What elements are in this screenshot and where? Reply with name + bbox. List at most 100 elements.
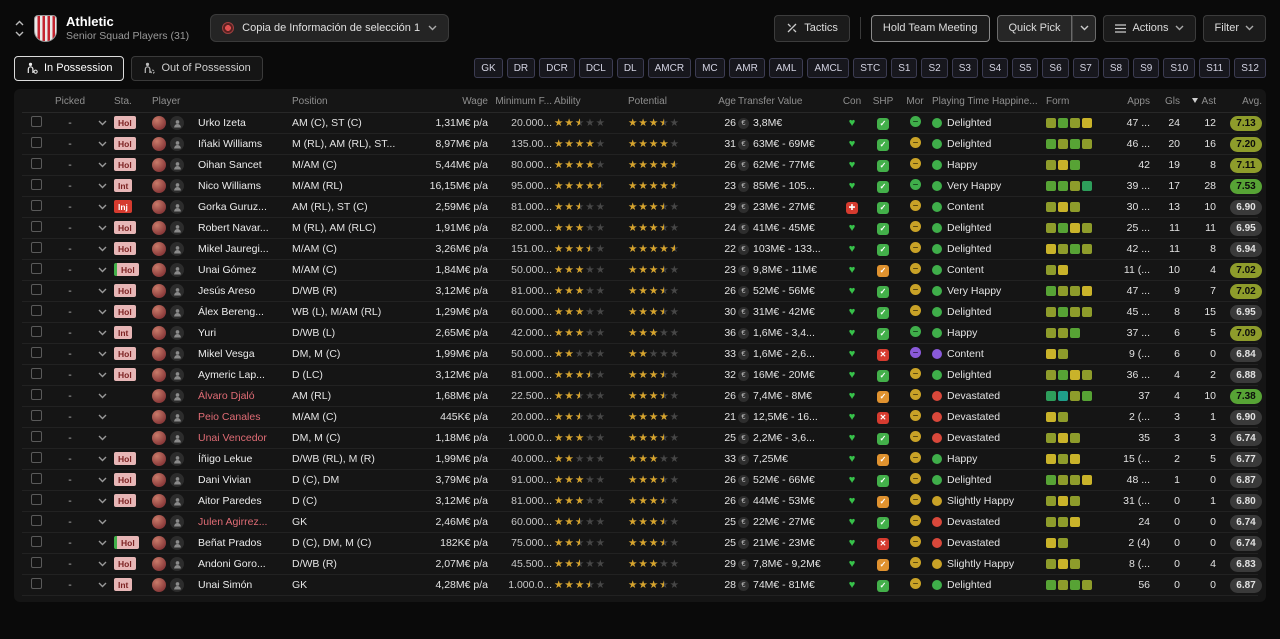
quick-pick-dropdown[interactable] xyxy=(1072,14,1097,42)
row-checkbox[interactable] xyxy=(31,577,42,589)
position-filter-s8[interactable]: S8 xyxy=(1102,58,1130,78)
player-name-link[interactable]: Beñat Prados xyxy=(198,536,262,549)
position-filter-s7[interactable]: S7 xyxy=(1072,58,1099,78)
position-filter-amcr[interactable]: AMCR xyxy=(647,58,692,78)
quick-pick-button[interactable]: Quick Pick xyxy=(996,14,1073,42)
table-row[interactable]: - Hol Aymeric Lap... D (LC) 3,12M€ p/a 81.000… xyxy=(22,365,1262,386)
position-filter-s3[interactable]: S3 xyxy=(951,58,978,78)
row-checkbox[interactable] xyxy=(31,325,42,337)
position-filter-s1[interactable]: S1 xyxy=(891,58,918,78)
player-name-link[interactable]: Robert Navar... xyxy=(198,221,269,234)
position-filter-dcr[interactable]: DCR xyxy=(539,58,575,78)
row-expand-chevron[interactable] xyxy=(92,554,112,575)
row-expand-chevron[interactable] xyxy=(92,575,112,596)
row-checkbox[interactable] xyxy=(31,241,42,253)
table-row[interactable]: - Int Nico Williams M/AM (RL) 16,15M€ p/a 95.… xyxy=(22,176,1262,197)
player-name-link[interactable]: Iñaki Williams xyxy=(198,137,263,150)
position-filter-aml[interactable]: AML xyxy=(768,58,804,78)
col-wage[interactable]: Wage xyxy=(462,96,488,107)
player-name-link[interactable]: Julen Agirrez... xyxy=(198,515,268,528)
table-row[interactable]: - Int Yuri D/WB (L) 2,65M€ p/a 42.000... ★★★★★… xyxy=(22,323,1262,344)
player-name-link[interactable]: Mikel Vesga xyxy=(198,347,255,360)
table-row[interactable]: - Álvaro Djaló AM (RL) 1,68M€ p/a 22.500... ★… xyxy=(22,386,1262,407)
position-filter-dr[interactable]: DR xyxy=(506,58,536,78)
col-age[interactable]: Age xyxy=(718,96,736,107)
tactics-button[interactable]: Tactics xyxy=(774,14,850,42)
col-gls[interactable]: Gls xyxy=(1165,96,1180,107)
position-filter-s9[interactable]: S9 xyxy=(1133,58,1160,78)
row-expand-chevron[interactable] xyxy=(92,176,112,197)
table-row[interactable]: - Hol Andoni Goro... D/WB (R) 2,07M€ p/a 45.5… xyxy=(22,554,1262,575)
player-name-link[interactable]: Nico Williams xyxy=(198,179,261,192)
row-checkbox[interactable] xyxy=(31,388,42,400)
col-avg[interactable]: Avg. xyxy=(1242,96,1262,107)
position-filter-s4[interactable]: S4 xyxy=(981,58,1009,78)
player-name-link[interactable]: Urko Izeta xyxy=(198,116,246,129)
row-expand-chevron[interactable] xyxy=(92,428,112,449)
table-row[interactable]: - Hol Unai Gómez M/AM (C) 1,84M€ p/a 50.000..… xyxy=(22,260,1262,281)
player-name-link[interactable]: Álvaro Djaló xyxy=(198,389,255,402)
row-expand-chevron[interactable] xyxy=(92,344,112,365)
col-shp[interactable]: SHP xyxy=(872,96,894,107)
player-name-link[interactable]: Aitor Paredes xyxy=(198,494,262,507)
player-name-link[interactable]: Aymeric Lap... xyxy=(198,368,265,381)
player-name-link[interactable]: Jesús Areso xyxy=(198,284,256,297)
actions-dropdown[interactable]: Actions xyxy=(1103,14,1196,42)
row-checkbox[interactable] xyxy=(31,472,42,484)
table-row[interactable]: - Hol Aitor Paredes D (C) 3,12M€ p/a 81.000..… xyxy=(22,491,1262,512)
position-filter-dl[interactable]: DL xyxy=(616,58,644,78)
table-row[interactable]: - Unai Vencedor DM, M (C) 1,18M€ p/a 1.000.0… xyxy=(22,428,1262,449)
table-row[interactable]: - Peio Canales M/AM (C) 445K€ p/a 20.000... ★… xyxy=(22,407,1262,428)
row-checkbox[interactable] xyxy=(31,136,42,148)
player-name-link[interactable]: Unai Gómez xyxy=(198,263,257,276)
col-form[interactable]: Form xyxy=(1046,96,1070,107)
view-selector-dropdown[interactable]: Copia de Información de selección 1 xyxy=(210,14,450,42)
position-filter-amr[interactable]: AMR xyxy=(728,58,765,78)
col-con[interactable]: Con xyxy=(842,96,862,107)
player-name-link[interactable]: Unai Simón xyxy=(198,578,253,591)
player-name-link[interactable]: Unai Vencedor xyxy=(198,431,267,444)
player-name-link[interactable]: Gorka Guruz... xyxy=(198,200,267,213)
row-expand-chevron[interactable] xyxy=(92,449,112,470)
table-row[interactable]: - Hol Íñigo Lekue D/WB (RL), M (R) 1,99M€ p/… xyxy=(22,449,1262,470)
row-expand-chevron[interactable] xyxy=(92,302,112,323)
row-expand-chevron[interactable] xyxy=(92,281,112,302)
filter-dropdown[interactable]: Filter xyxy=(1202,14,1266,42)
position-filter-s10[interactable]: S10 xyxy=(1163,58,1196,78)
position-filter-mc[interactable]: MC xyxy=(695,58,725,78)
row-expand-chevron[interactable] xyxy=(92,323,112,344)
table-row[interactable]: - Hol Urko Izeta AM (C), ST (C) 1,31M€ p/a 20… xyxy=(22,113,1262,134)
row-expand-chevron[interactable] xyxy=(92,386,112,407)
table-row[interactable]: - Hol Beñat Prados D (C), DM, M (C) 182K€ p/… xyxy=(22,533,1262,554)
player-name-link[interactable]: Oihan Sancet xyxy=(198,158,262,171)
row-checkbox[interactable] xyxy=(31,430,42,442)
player-name-link[interactable]: Álex Bereng... xyxy=(198,305,264,318)
hold-team-meeting-button[interactable]: Hold Team Meeting xyxy=(870,14,990,42)
table-row[interactable]: - Hol Dani Vivian D (C), DM 3,79M€ p/a 91.000… xyxy=(22,470,1262,491)
player-name-link[interactable]: Andoni Goro... xyxy=(198,557,266,570)
row-checkbox[interactable] xyxy=(31,556,42,568)
player-name-link[interactable]: Peio Canales xyxy=(198,410,261,423)
row-checkbox[interactable] xyxy=(31,409,42,421)
col-position[interactable]: Position xyxy=(292,96,328,107)
row-expand-chevron[interactable] xyxy=(92,491,112,512)
position-filter-amcl[interactable]: AMCL xyxy=(807,58,850,78)
row-checkbox[interactable] xyxy=(31,220,42,232)
player-name-link[interactable]: Yuri xyxy=(198,326,217,339)
row-checkbox[interactable] xyxy=(31,493,42,505)
row-expand-chevron[interactable] xyxy=(92,155,112,176)
table-row[interactable]: - Hol Oihan Sancet M/AM (C) 5,44M€ p/a 80.000… xyxy=(22,155,1262,176)
row-checkbox[interactable] xyxy=(31,283,42,295)
table-row[interactable]: - Hol Álex Bereng... WB (L), M/AM (RL) 1,29M… xyxy=(22,302,1262,323)
row-checkbox[interactable] xyxy=(31,367,42,379)
next-item-button[interactable] xyxy=(14,30,25,38)
col-transfer-value[interactable]: Transfer Value xyxy=(738,96,803,107)
table-row[interactable]: - Hol Iñaki Williams M (RL), AM (RL), ST...… xyxy=(22,134,1262,155)
col-playing-time-happiness[interactable]: Playing Time Happine... xyxy=(932,96,1038,107)
row-expand-chevron[interactable] xyxy=(92,533,112,554)
row-expand-chevron[interactable] xyxy=(92,365,112,386)
table-row[interactable]: - Hol Robert Navar... M (RL), AM (RLC) 1,91M… xyxy=(22,218,1262,239)
row-expand-chevron[interactable] xyxy=(92,260,112,281)
col-picked[interactable]: Picked xyxy=(54,96,85,107)
position-filter-s2[interactable]: S2 xyxy=(921,58,948,78)
